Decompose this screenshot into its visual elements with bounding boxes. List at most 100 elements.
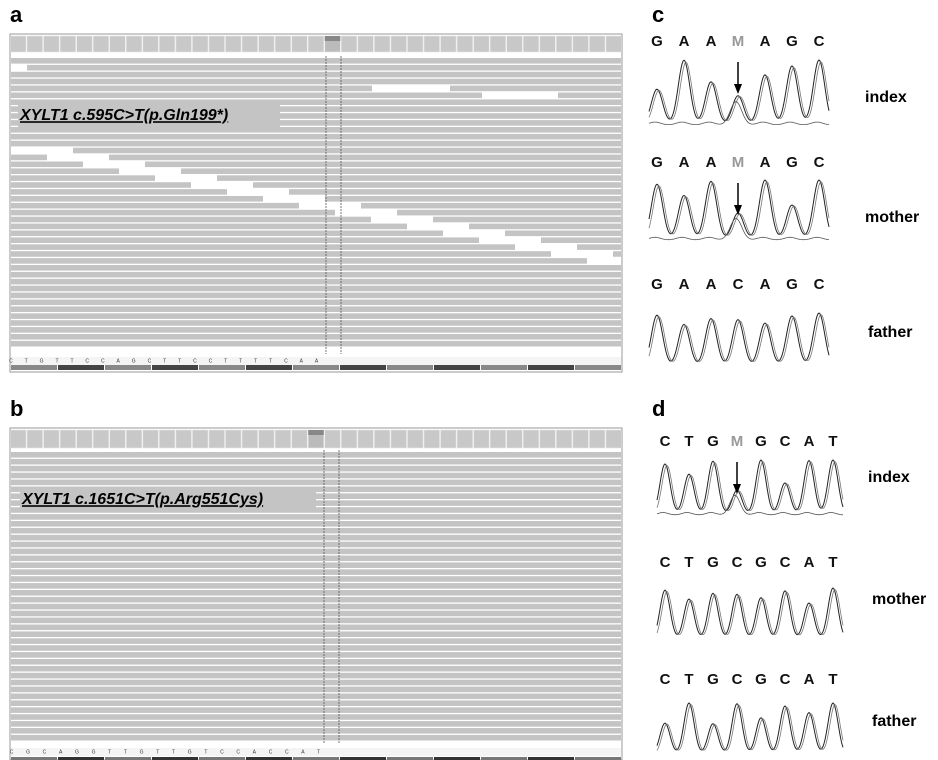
- coverage-block: [77, 430, 93, 448]
- read: [11, 141, 621, 147]
- chromatogram-secondary: [649, 102, 829, 125]
- base-call: C: [732, 671, 743, 688]
- read: [11, 72, 621, 78]
- base-call: A: [679, 154, 690, 171]
- read: [11, 459, 621, 465]
- base-call: C: [814, 276, 825, 293]
- read: [11, 659, 621, 665]
- panel-label: d: [652, 396, 665, 421]
- base-call: C: [814, 33, 825, 50]
- read: [11, 735, 621, 741]
- coverage-block: [540, 430, 556, 448]
- coverage-block: [60, 36, 76, 52]
- coverage-block: [407, 430, 423, 448]
- read-gap: [479, 237, 541, 244]
- read: [11, 714, 621, 720]
- read: [11, 535, 621, 541]
- coverage-block: [44, 430, 60, 448]
- read: [11, 452, 621, 458]
- read: [11, 638, 621, 644]
- coverage-block: [589, 36, 605, 52]
- coverage-block: [93, 36, 109, 52]
- read: [11, 652, 621, 658]
- panel-label: b: [10, 396, 23, 421]
- base-call: T: [828, 671, 837, 688]
- read: [11, 645, 621, 651]
- coverage-block: [490, 36, 506, 52]
- coverage-block: [540, 36, 556, 52]
- read-gap: [335, 209, 397, 216]
- amino-acid-block: [293, 365, 339, 370]
- coverage-block: [292, 36, 308, 52]
- coverage-block: [259, 430, 275, 448]
- coverage-block: [209, 430, 225, 448]
- coverage-block: [507, 430, 523, 448]
- read: [11, 189, 621, 195]
- base-call: A: [679, 276, 690, 293]
- amino-acid-block: [105, 365, 151, 370]
- base-call: C: [733, 276, 744, 293]
- coverage-block: [474, 36, 490, 52]
- coverage-block: [44, 36, 60, 52]
- read-gap: [371, 216, 433, 223]
- base-call: A: [760, 33, 771, 50]
- coverage-block: [490, 430, 506, 448]
- variant-annotation: XYLT1 c.1651C>T(p.Arg551Cys): [21, 491, 263, 508]
- read: [11, 175, 621, 181]
- coverage-block: [143, 430, 159, 448]
- coverage-block: [573, 430, 589, 448]
- coverage-block: [308, 36, 324, 52]
- base-call: A: [760, 154, 771, 171]
- amino-acid-block: [340, 365, 386, 370]
- coverage-block: [110, 430, 126, 448]
- coverage-block: [374, 36, 390, 52]
- read: [11, 279, 621, 285]
- arrow-head: [734, 84, 742, 94]
- base-call: A: [804, 554, 815, 571]
- coverage-block: [226, 430, 242, 448]
- read: [11, 514, 621, 520]
- read: [11, 562, 621, 568]
- base-call: G: [786, 33, 798, 50]
- read: [11, 86, 621, 92]
- base-call: M: [732, 154, 745, 171]
- chromatogram-trace: [657, 588, 843, 635]
- read: [11, 625, 621, 631]
- base-call: A: [804, 433, 815, 450]
- coverage-block: [407, 36, 423, 52]
- base-call: C: [780, 671, 791, 688]
- read-gap: [263, 195, 325, 202]
- read: [11, 576, 621, 582]
- base-call: A: [706, 154, 717, 171]
- reference-sequence: GCGATTCCAGTTGGTGATGCGCAGGTTGTTGTCCACCAT: [0, 749, 333, 755]
- read-gap: [11, 64, 27, 71]
- figure: aTCCTTTTTCCTTTTCTCCTGCTGTTCCAGCTTCCTTTTC…: [0, 0, 938, 760]
- base-call: G: [786, 154, 798, 171]
- read: [11, 631, 621, 637]
- coverage-block: [11, 430, 27, 448]
- read-gap: [515, 244, 577, 251]
- coverage-block: [358, 430, 374, 448]
- base-call: A: [706, 33, 717, 50]
- sample-label: mother: [872, 591, 926, 608]
- base-call: T: [684, 671, 693, 688]
- read-gap: [299, 202, 361, 209]
- read: [11, 569, 621, 575]
- chromatogram-trace: [657, 705, 843, 751]
- amino-acid-block: [387, 365, 433, 370]
- base-call: C: [660, 554, 671, 571]
- base-call: C: [732, 554, 743, 571]
- read: [11, 231, 621, 237]
- amino-acid-block: [11, 365, 57, 370]
- read: [11, 673, 621, 679]
- coverage-block: [391, 430, 407, 448]
- base-call: A: [760, 276, 771, 293]
- coverage-block: [110, 36, 126, 52]
- arrow-head: [733, 484, 741, 494]
- read: [11, 341, 621, 347]
- read: [11, 680, 621, 686]
- panel-label: c: [652, 2, 664, 27]
- coverage-block: [341, 430, 357, 448]
- read: [11, 728, 621, 734]
- coverage-block: [523, 430, 539, 448]
